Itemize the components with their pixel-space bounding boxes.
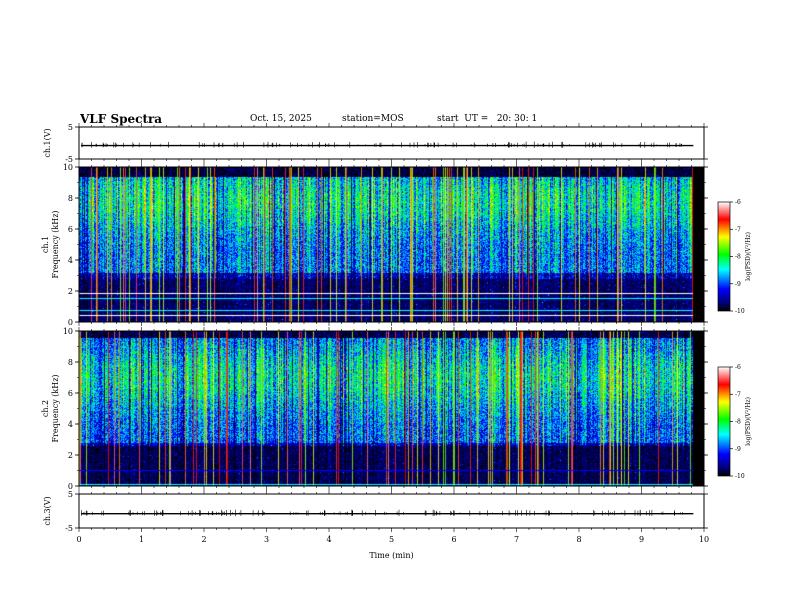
colorbar-tick-label: -6	[735, 199, 741, 206]
colorbar-label: log(PSD)(V²/Hz)	[745, 397, 752, 446]
y-axis-label: ch.2	[41, 400, 50, 417]
colorbar-tick-label: -6	[735, 364, 741, 371]
ch1-spectrogram-image	[79, 167, 704, 322]
x-tick-label: 5	[389, 535, 394, 544]
y-tick-label: 8	[68, 358, 73, 367]
y-tick-label: 2	[68, 287, 73, 296]
y-tick-label: 0	[68, 318, 73, 327]
y-tick-label: 10	[63, 163, 73, 172]
x-tick-label: 4	[326, 535, 331, 544]
station-label: station=MOS	[342, 114, 404, 124]
ch1-spectrogram-colorbar	[717, 201, 731, 312]
colorbar-tick-label: -8	[735, 254, 741, 261]
x-tick-label: 6	[451, 535, 456, 544]
y-axis-label: ch.3(V)	[43, 496, 52, 525]
colorbar-tick-label: -10	[735, 473, 745, 480]
ch3-waveform-spikes	[81, 509, 683, 517]
y-tick-label: 0	[68, 482, 73, 491]
colorbar-tick-label: -10	[735, 308, 745, 315]
colorbar-tick-label: -7	[735, 391, 741, 398]
start-time-label: start UT = 20: 30: 1	[437, 114, 538, 124]
y-tick-label: 4	[68, 420, 73, 429]
ch2-spectrogram-colorbar	[717, 366, 731, 477]
colorbar-tick-label: -9	[735, 446, 741, 453]
colorbar-tick-label: -7	[735, 226, 741, 233]
colorbar-tick-label: -9	[735, 281, 741, 288]
y-tick-label: 2	[68, 451, 73, 460]
x-tick-label: 0	[76, 535, 81, 544]
ch3-waveform-frame	[78, 493, 705, 529]
y-tick-label: -5	[65, 524, 73, 533]
y-tick-label: 8	[68, 194, 73, 203]
x-tick-label: 10	[699, 535, 709, 544]
x-tick-label: 8	[576, 535, 581, 544]
date-label: Oct. 15, 2025	[250, 114, 312, 124]
ch2-spectrogram-image	[79, 331, 704, 486]
colorbar-tick-label: -8	[735, 419, 741, 426]
y-tick-label: 4	[68, 256, 73, 265]
y-tick-label: 5	[68, 490, 73, 499]
x-tick-label: 2	[201, 535, 206, 544]
colorbar-label: log(PSD)(V²/Hz)	[745, 232, 752, 281]
x-tick-label: 3	[264, 535, 269, 544]
y-tick-label: 6	[68, 389, 73, 398]
x-tick-label: 9	[639, 535, 644, 544]
y-axis-label: ch.1(V)	[43, 128, 52, 157]
y-tick-label: -5	[65, 155, 73, 164]
y-axis-label: ch.1	[41, 236, 50, 253]
y-axis-label: Frequency (kHz)	[51, 210, 60, 278]
ch1-waveform-frame	[78, 126, 705, 160]
y-axis-label: Frequency (kHz)	[51, 374, 60, 442]
y-tick-label: 10	[63, 327, 73, 336]
x-tick-label: 1	[139, 535, 144, 544]
ch1-waveform-spikes	[81, 141, 682, 148]
chart-title: VLF Spectra	[80, 112, 163, 126]
x-axis-label: Time (min)	[369, 551, 413, 560]
y-tick-label: 5	[68, 123, 73, 132]
x-tick-label: 7	[514, 535, 519, 544]
y-tick-label: 6	[68, 225, 73, 234]
